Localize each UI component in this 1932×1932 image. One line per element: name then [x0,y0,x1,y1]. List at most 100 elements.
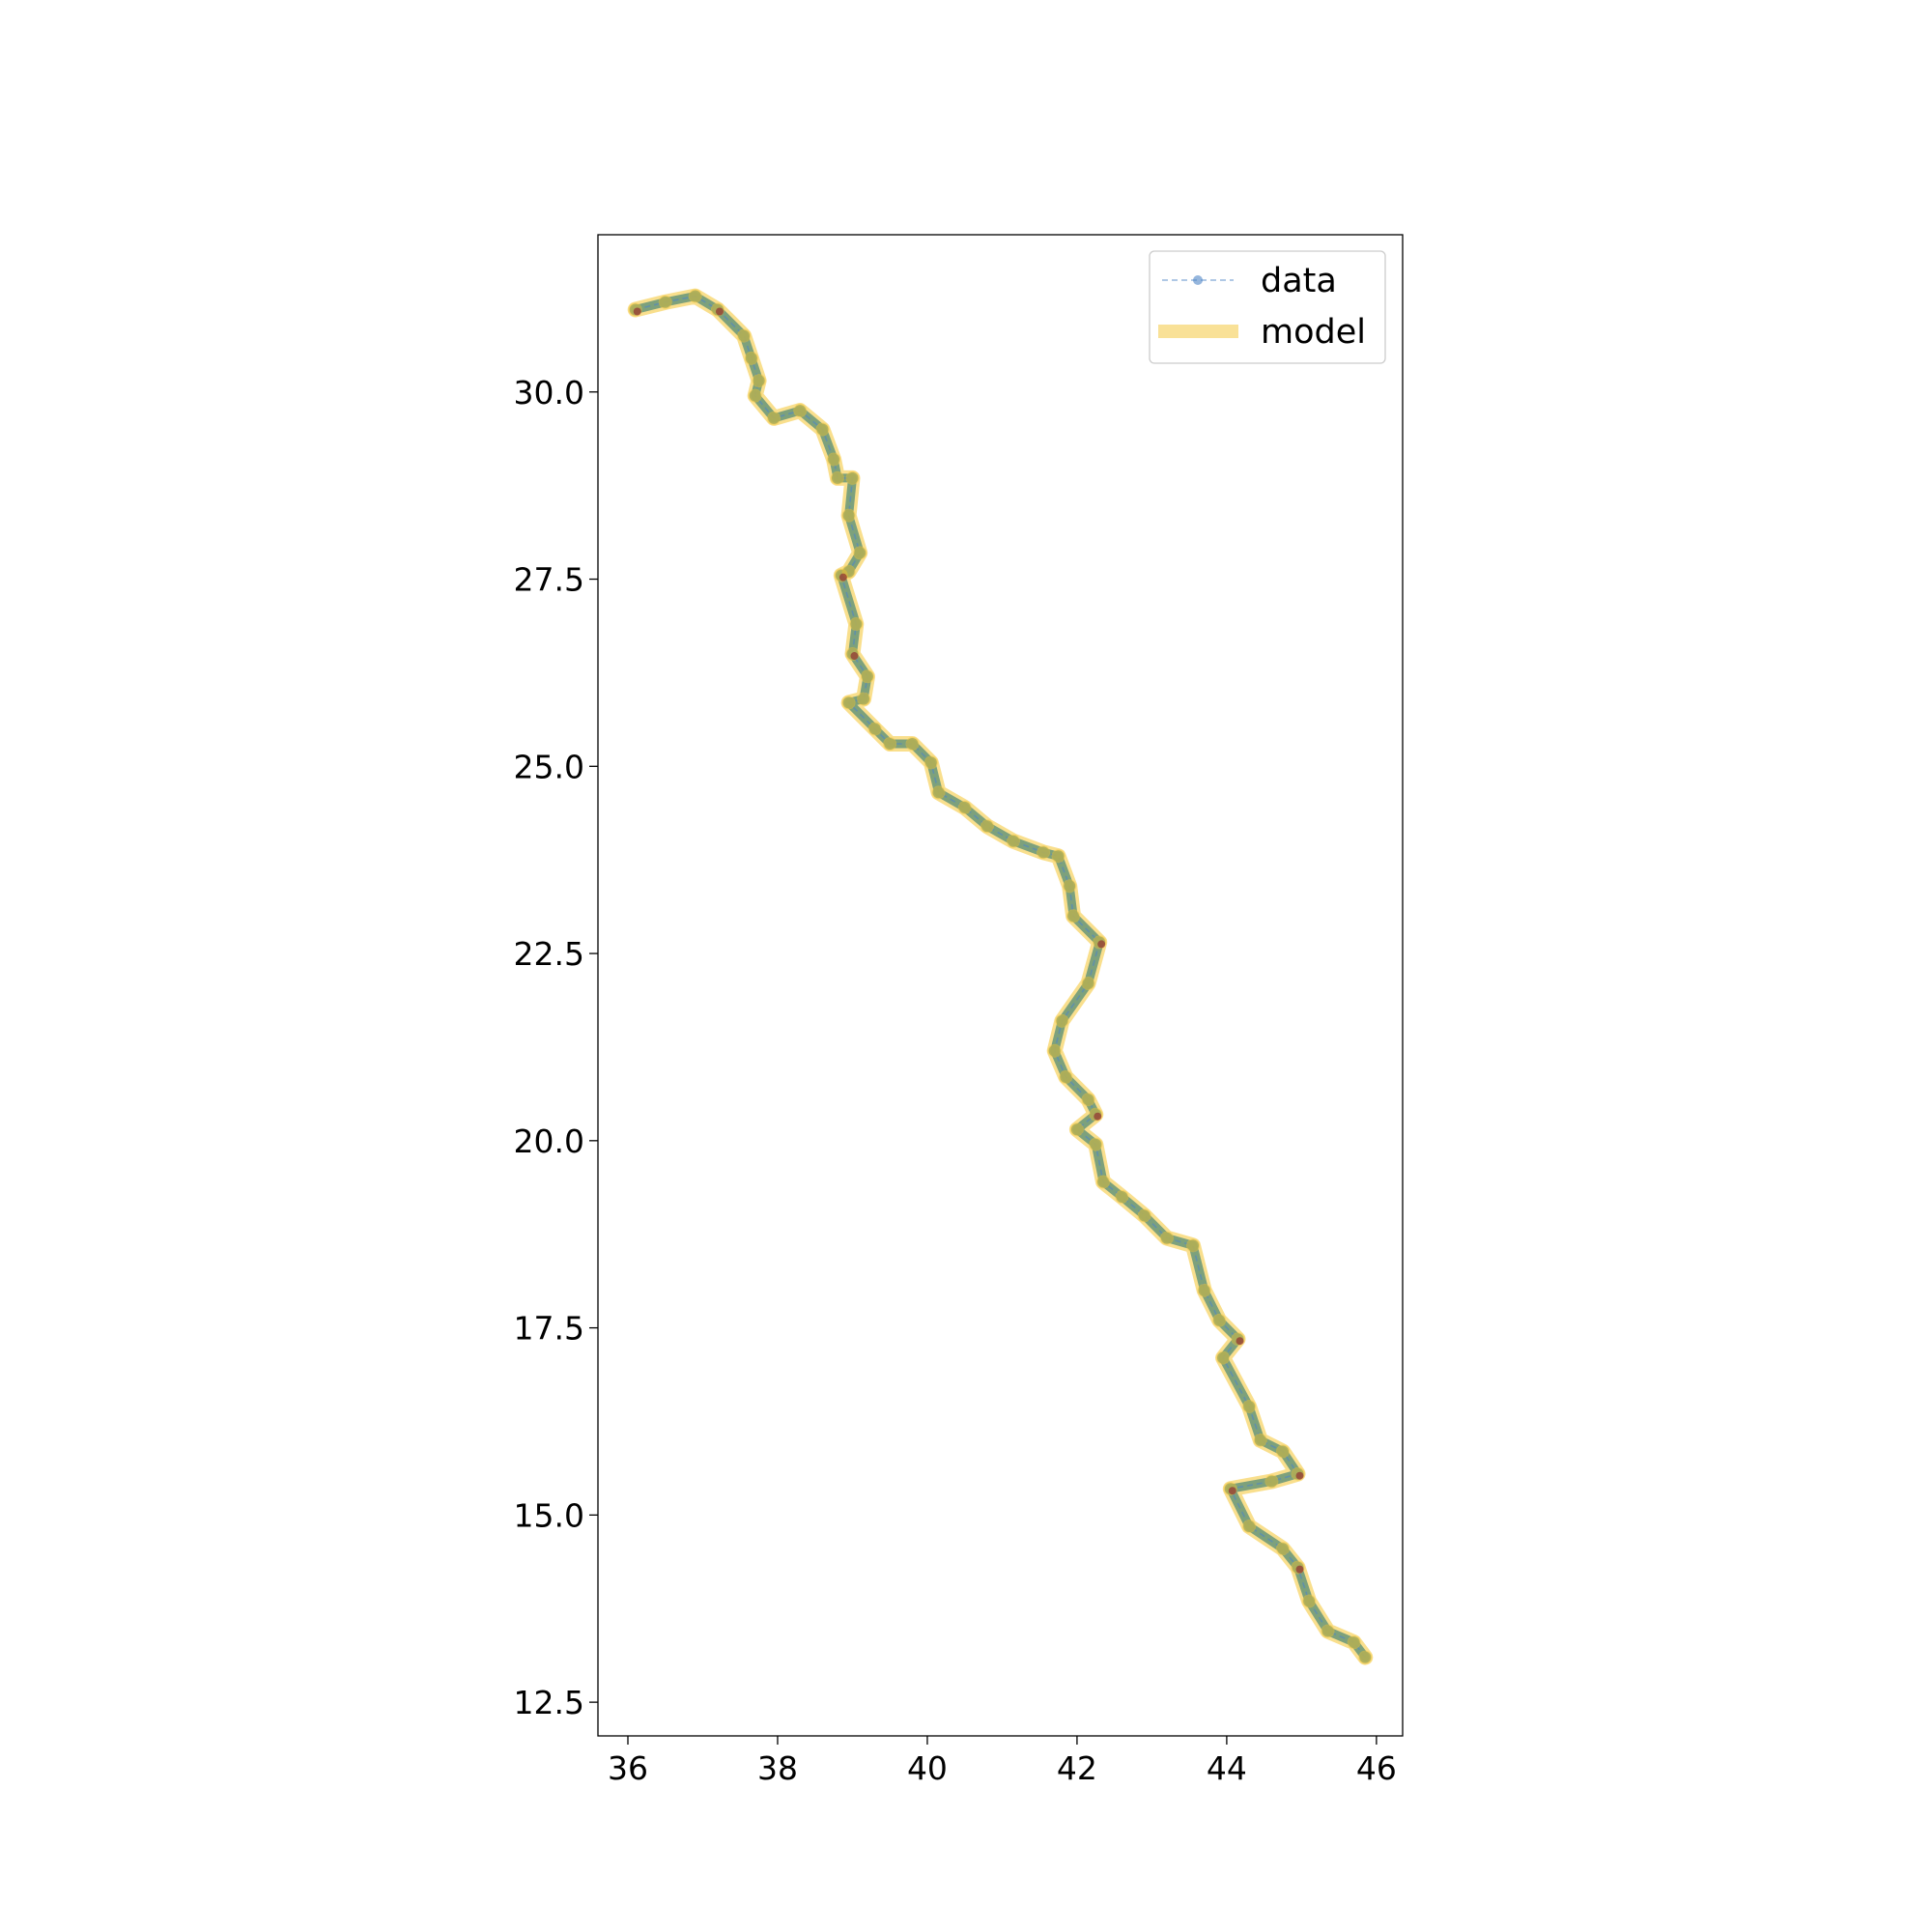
model-point [1089,1137,1103,1151]
model-point [957,800,972,814]
model-point [1358,1650,1373,1664]
model-point [1242,1519,1257,1533]
data-point-accent [633,307,641,316]
data-point-accent [715,307,724,316]
data-point [745,352,757,364]
x-tick-label: 46 [1356,1749,1397,1787]
data-point [924,756,937,769]
y-axis: 12.5 15.0 17.5 20.0 22.5 25.0 27.5 30.0 [514,374,598,1721]
x-tick-label: 40 [907,1749,948,1787]
data-point [1048,1044,1061,1057]
model-point [793,404,808,418]
model-point [980,819,994,834]
plot-frame [597,234,1404,1737]
data-point [861,670,873,683]
legend-data-marker [1193,275,1203,285]
data-point [1082,1094,1094,1106]
model-point [752,374,766,388]
model-point [1096,1175,1111,1189]
data-point [980,820,993,833]
data-point [884,738,896,751]
model-point [1081,1093,1095,1107]
data-point [1277,1543,1290,1555]
model-point [744,351,758,365]
data-point [1097,1176,1110,1188]
data-point [1217,1351,1230,1364]
legend-model-label: model [1261,313,1366,352]
model-point [849,617,864,632]
plot-area [598,235,1403,1736]
model-point [1321,1624,1335,1638]
data-point [1198,1284,1210,1296]
data-point [831,471,843,484]
data-point [1060,1070,1072,1083]
data-point [1090,1138,1102,1151]
model-point [883,737,897,752]
model-point [857,692,871,706]
model-point [1347,1635,1361,1650]
data-point [842,696,855,709]
x-axis: 36 38 40 42 44 46 [608,1736,1397,1787]
model-point [1212,1313,1227,1327]
data-point [1116,1190,1128,1203]
data-point [1008,835,1020,847]
model-point [1242,1399,1257,1413]
model-point [1007,834,1021,848]
data-point [932,786,945,799]
series-layer [627,288,1374,1665]
data-point-accent [1295,1471,1304,1480]
data-point-accent [838,573,847,582]
model-point [737,328,752,343]
model-point [688,289,702,303]
data-point [749,389,761,402]
model-point [1264,1474,1279,1489]
model-point [827,452,841,467]
data-point [794,405,807,417]
data-point [753,375,765,387]
data-point-accent [850,652,859,661]
data-point [1254,1434,1266,1446]
data-point [846,471,859,484]
model-point [1253,1433,1267,1447]
model-point [1059,1069,1073,1084]
model-point [767,411,781,425]
x-tick-label: 44 [1207,1749,1247,1787]
model-point [845,470,860,485]
x-tick-label: 36 [608,1749,648,1787]
model-point [830,470,844,485]
model-point [853,546,867,560]
data-point [816,423,829,436]
model-point [1063,879,1077,894]
data-point [1064,880,1076,893]
data-point [1359,1651,1372,1663]
data-point [1277,1445,1290,1458]
model-point [1115,1189,1129,1204]
y-tick-label: 27.5 [514,561,584,599]
data-point [659,296,671,308]
data-point-accent [1094,1112,1102,1121]
y-tick-label: 30.0 [514,374,584,412]
model-point [658,295,672,309]
model-point [923,755,938,770]
data-point [958,801,971,813]
data-point [738,329,751,342]
data-point-accent [1228,1487,1236,1495]
model-point [1186,1238,1201,1253]
model-point [1051,849,1065,864]
model-point [748,388,762,403]
data-point [854,547,867,559]
model-point [860,669,874,684]
y-tick-label: 20.0 [514,1122,584,1160]
y-tick-label: 17.5 [514,1310,584,1348]
data-point [906,738,919,751]
data-point [850,618,863,631]
data-point [1082,978,1094,990]
y-tick-label: 25.0 [514,748,584,785]
y-tick-label: 15.0 [514,1496,584,1534]
model-point [1055,1013,1069,1028]
x-tick-label: 38 [757,1749,798,1787]
data-point [1348,1636,1360,1649]
model-point [905,737,920,752]
model-point [1216,1350,1231,1365]
